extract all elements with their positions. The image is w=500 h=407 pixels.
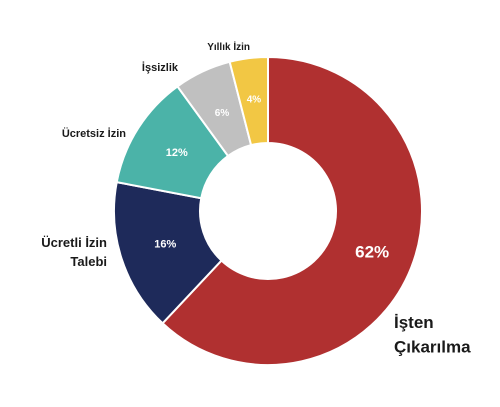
chart-slices bbox=[113, 55, 423, 366]
category-label-issizlik: İşsizlik bbox=[142, 61, 179, 74]
category-label-isten-cikarilma: İşten Çıkarılma bbox=[394, 313, 471, 357]
category-label-ucretli-izin-talebi: Ücretli İzin Talebi bbox=[41, 235, 107, 269]
chart-percent-labels: 62% 16% 12% 6% 4% bbox=[154, 94, 389, 261]
slice-isten-cikarilma bbox=[161, 55, 423, 366]
slice-ucretli-izin-talebi bbox=[113, 180, 223, 325]
category-label-ucretsiz-izin: Ücretsiz İzin bbox=[62, 127, 126, 140]
percent-label-isten-cikarilma: 62% bbox=[355, 243, 389, 262]
percent-label-yillik-izin: 4% bbox=[247, 94, 262, 105]
percent-label-ucretli-izin-talebi: 16% bbox=[154, 238, 176, 250]
percent-label-ucretsiz-izin: 12% bbox=[166, 147, 188, 159]
percent-label-issizlik: 6% bbox=[215, 108, 230, 119]
chart-category-labels: İşten Çıkarılma Ücretli İzin Talebi Ücretsiz… bbox=[41, 40, 471, 357]
category-label-yillik-izin: Yıllık İzin bbox=[207, 40, 250, 53]
slice-yillik-izin bbox=[228, 55, 269, 147]
